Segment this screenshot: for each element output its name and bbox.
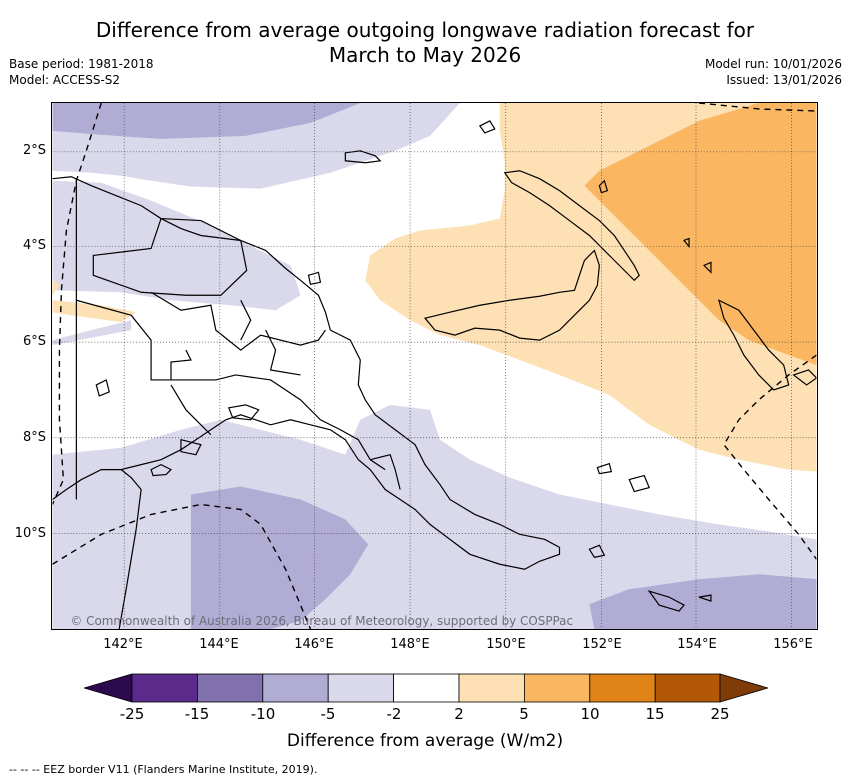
colorbar-tick: 15 bbox=[645, 705, 665, 723]
lat-label-10s: 10°S bbox=[14, 526, 46, 541]
meta-right: Model run: 10/01/2026 Issued: 13/01/2026 bbox=[705, 56, 842, 88]
model-run: Model run: 10/01/2026 bbox=[704, 57, 842, 71]
bougainville bbox=[717, 299, 790, 391]
colorbar-tick: 2 bbox=[454, 705, 464, 723]
colorbar-bin bbox=[523, 673, 591, 703]
colorbar-bin bbox=[327, 673, 394, 703]
lon-label-152e: 152°E bbox=[582, 637, 622, 652]
mainland-png bbox=[52, 176, 561, 570]
colorbar-extend-high bbox=[719, 673, 768, 703]
lon-label-146e: 146°E bbox=[294, 637, 334, 652]
colorbar-bin bbox=[393, 673, 460, 703]
coastlines bbox=[52, 120, 817, 629]
model-name: Model: ACCESS-S2 bbox=[9, 73, 121, 87]
lon-label-148e: 148°E bbox=[390, 637, 430, 652]
region-light-purple-sw-wedge bbox=[52, 320, 132, 346]
colorbar-bin bbox=[589, 673, 656, 703]
new-ireland bbox=[503, 170, 640, 282]
colorbar-bin bbox=[458, 673, 525, 703]
map-title: Difference from average outgoing longwav… bbox=[0, 18, 850, 68]
meta-left: Base period: 1981-2018 Model: ACCESS-S2 bbox=[9, 56, 154, 88]
colorbar-tick: 5 bbox=[519, 705, 529, 723]
graticule bbox=[52, 103, 817, 629]
colorbar-tick: 25 bbox=[710, 705, 730, 723]
colorbar-extend-low bbox=[84, 673, 133, 703]
colorbar-tick: -15 bbox=[184, 705, 210, 723]
lon-label-150e: 150°E bbox=[486, 637, 526, 652]
title-line-1: Difference from average outgoing longwav… bbox=[95, 18, 755, 42]
title-line-2: March to May 2026 bbox=[328, 43, 522, 67]
anomaly-map: © Commonwealth of Australia 2026, Bureau… bbox=[51, 102, 818, 630]
lat-label-4s: 4°S bbox=[22, 238, 46, 253]
colorbar-tick: 10 bbox=[580, 705, 600, 723]
colorbar bbox=[84, 673, 768, 703]
colorbar-title: Difference from average (W/m2) bbox=[286, 731, 564, 751]
lat-label-8s: 8°S bbox=[22, 430, 46, 445]
colorbar-bin bbox=[197, 673, 264, 703]
issued-date: Issued: 13/01/2026 bbox=[726, 73, 842, 87]
colorbar-bin bbox=[262, 673, 329, 703]
colorbar-tick: -2 bbox=[386, 705, 402, 723]
colorbar-tick: -25 bbox=[119, 705, 145, 723]
colorbar-tick: -10 bbox=[250, 705, 276, 723]
region-light-orange-west-strip bbox=[52, 300, 137, 323]
eez-borders bbox=[52, 103, 817, 629]
lon-label-142e: 142°E bbox=[103, 637, 143, 652]
colorbar-bin bbox=[654, 673, 721, 703]
base-period: Base period: 1981-2018 bbox=[9, 57, 154, 71]
lat-label-2s: 2°S bbox=[22, 143, 46, 158]
lon-label-154e: 154°E bbox=[677, 637, 717, 652]
copyright-text: © Commonwealth of Australia 2026, Bureau… bbox=[70, 614, 573, 628]
lat-label-6s: 6°S bbox=[22, 334, 46, 349]
region-purple-northwest bbox=[52, 103, 361, 139]
region-light-orange-west bbox=[52, 278, 60, 296]
lon-label-144e: 144°E bbox=[199, 637, 239, 652]
colorbar-tick: -5 bbox=[320, 705, 336, 723]
region-orange-northeast bbox=[584, 103, 817, 366]
region-purple-southeast bbox=[589, 574, 817, 629]
eez-legend: -- -- -- EEZ border V11 (Flanders Marine… bbox=[9, 763, 318, 776]
new-britain bbox=[423, 249, 600, 341]
lon-label-156e: 156°E bbox=[773, 637, 813, 652]
colorbar-bin bbox=[131, 673, 198, 703]
